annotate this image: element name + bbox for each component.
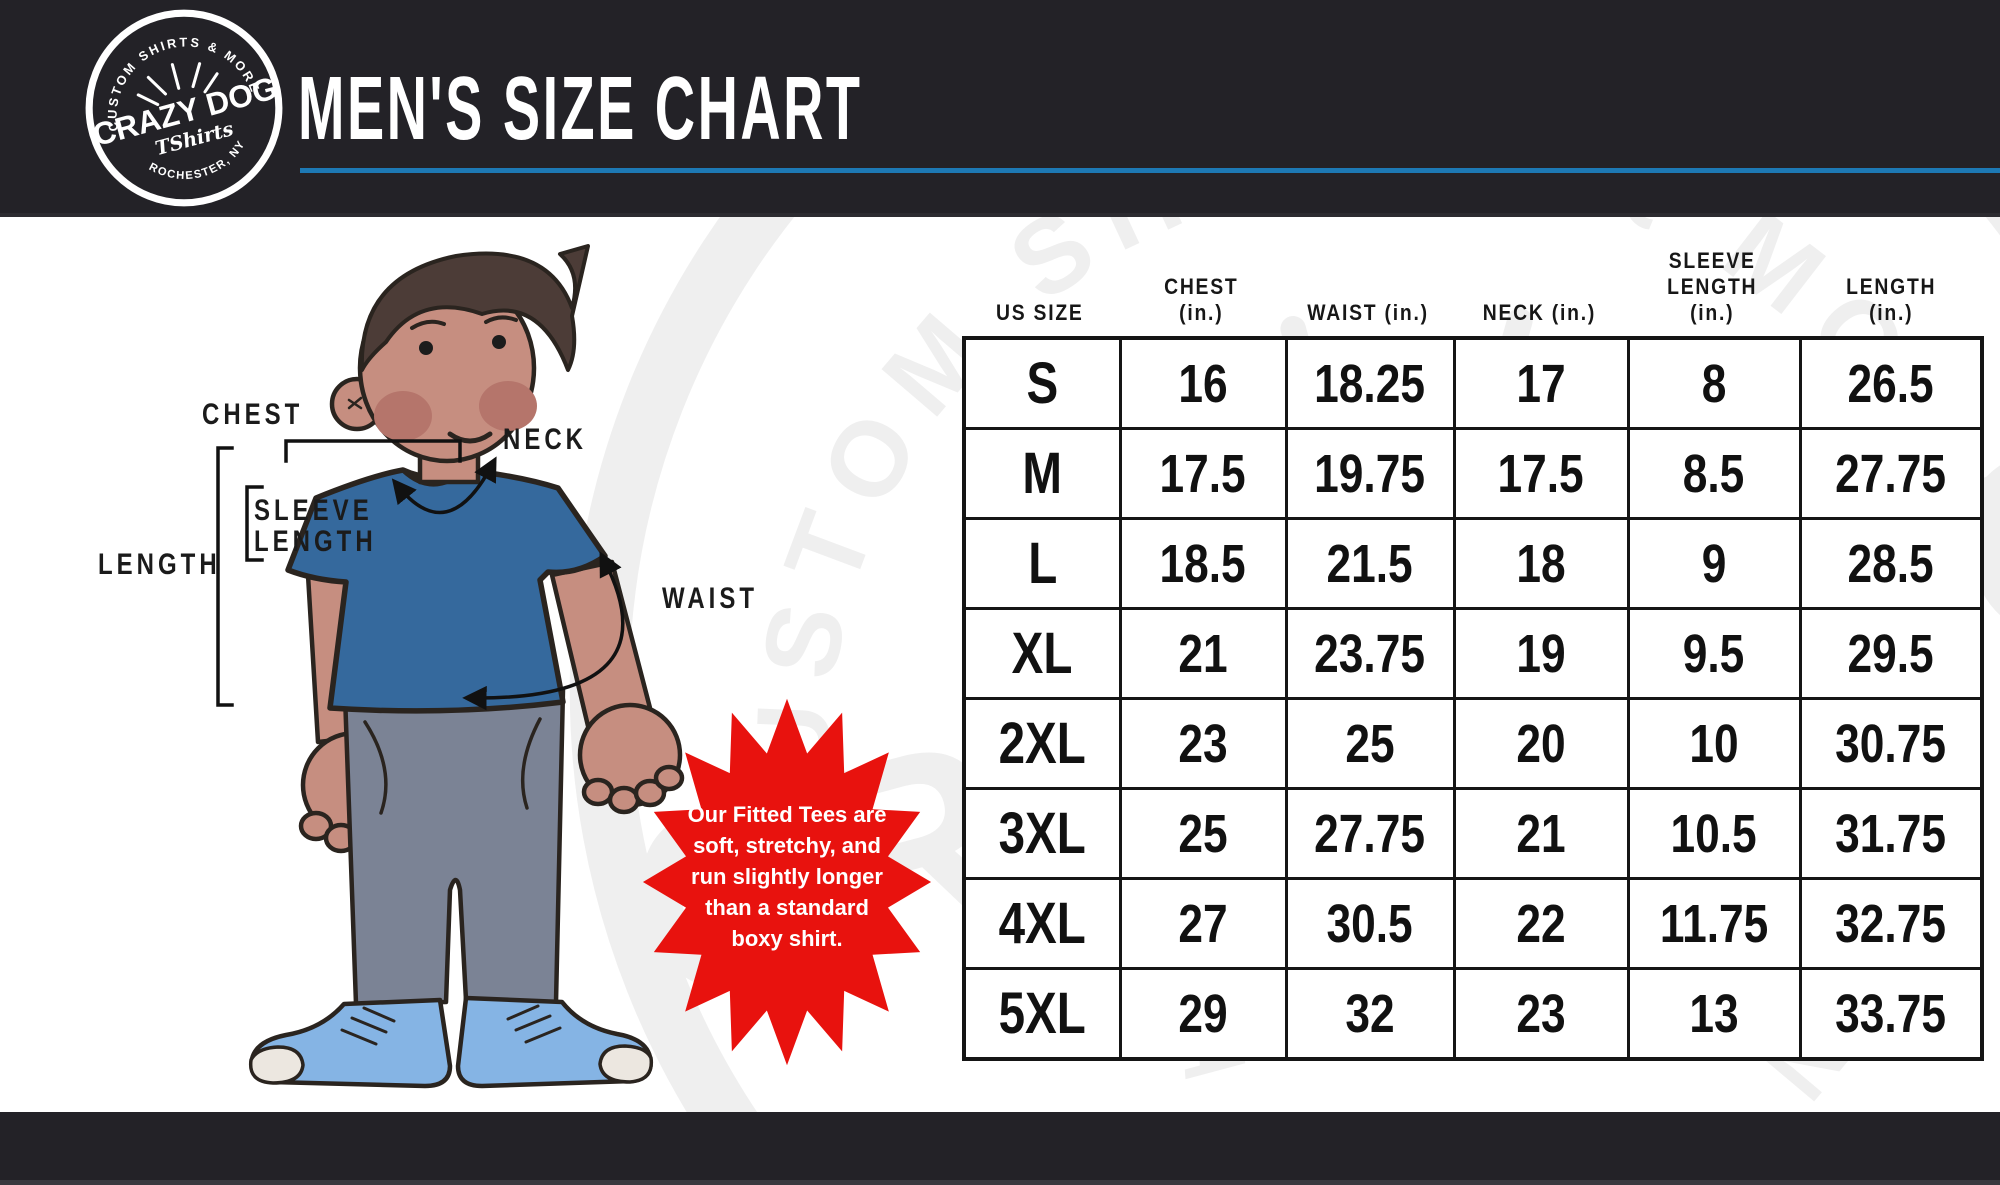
sleeve-length-value-cell: 8 (1626, 336, 1802, 430)
neck-value-cell: 22 (1452, 877, 1630, 970)
table-row: S 16 18.25 17 8 26.5 (962, 336, 1984, 430)
chest-label: CHEST (202, 398, 304, 431)
header-bottom-edge (0, 213, 2000, 217)
chest-bracket (284, 439, 462, 463)
neck-value-cell: 18 (1452, 517, 1630, 610)
waist-value-cell: 19.75 (1284, 427, 1456, 520)
size-cell: L (962, 517, 1122, 610)
size-cell: 5XL (962, 967, 1122, 1061)
chest-value-cell: 29 (1118, 967, 1288, 1061)
chest-value-cell: 23 (1118, 697, 1288, 790)
title-underline (300, 168, 2000, 173)
length-value-cell: 28.5 (1798, 517, 1984, 610)
col-header-neck: NECK (in.) (1482, 300, 1596, 325)
size-cell: M (962, 427, 1122, 520)
neck-value-cell: 23 (1452, 967, 1630, 1061)
col-header-length: LENGTH (in.) (1846, 274, 1937, 325)
col-header-us-size: US SIZE (996, 300, 1084, 325)
starburst-icon (642, 698, 932, 1066)
col-header-sleeve-length: SLEEVE LENGTH (in.) (1666, 248, 1758, 325)
sleeve-length-value-cell: 9.5 (1626, 607, 1802, 700)
waist-arrow (462, 551, 625, 711)
table-row: 2XL 23 25 20 10 30.75 (962, 697, 1984, 790)
table-row: 4XL 27 30.5 22 11.75 32.75 (962, 877, 1984, 970)
length-value-cell: 26.5 (1798, 336, 1984, 430)
length-value-cell: 31.75 (1798, 787, 1984, 880)
table-row: L 18.5 21.5 18 9 28.5 (962, 517, 1984, 610)
size-cell: XL (962, 607, 1122, 700)
size-cell: 4XL (962, 877, 1122, 970)
size-cell: 3XL (962, 787, 1122, 880)
waist-value-cell: 25 (1284, 697, 1456, 790)
sleeve-length-value-cell: 10.5 (1626, 787, 1802, 880)
length-value-cell: 29.5 (1798, 607, 1984, 700)
footer-bar (0, 1112, 2000, 1185)
sleeve-length-value-cell: 9 (1626, 517, 1802, 610)
size-table-body: S 16 18.25 17 8 26.5 M 17.5 19.75 17.5 8… (962, 336, 1984, 1061)
neck-value-cell: 21 (1452, 787, 1630, 880)
sleeve-length-value-cell: 8.5 (1626, 427, 1802, 520)
waist-value-cell: 32 (1284, 967, 1456, 1061)
page-title: MEN'S SIZE CHART (298, 59, 863, 159)
neck-value-cell: 20 (1452, 697, 1630, 790)
size-cell: S (962, 336, 1122, 430)
neck-arrow (391, 456, 497, 515)
length-value-cell: 33.75 (1798, 967, 1984, 1061)
col-header-chest: CHEST (in.) (1163, 274, 1239, 325)
sleeve-length-value-cell: 13 (1626, 967, 1802, 1061)
sleeve-length-bracket (245, 485, 264, 562)
figure-shoes (248, 995, 654, 1089)
waist-value-cell: 27.75 (1284, 787, 1456, 880)
chest-value-cell: 25 (1118, 787, 1288, 880)
length-value-cell: 32.75 (1798, 877, 1984, 970)
col-header-waist: WAIST (in.) (1307, 300, 1429, 325)
length-value-cell: 30.75 (1798, 697, 1984, 790)
length-label: LENGTH (98, 548, 221, 581)
size-figure (216, 244, 685, 1089)
waist-value-cell: 30.5 (1284, 877, 1456, 970)
fitted-tees-note: Our Fitted Tees are soft, stretchy, and … (687, 802, 887, 951)
length-value-cell: 27.75 (1798, 427, 1984, 520)
size-table: S 16 18.25 17 8 26.5 M 17.5 19.75 17.5 8… (962, 336, 1984, 1061)
figure-pants (342, 687, 566, 1007)
waist-label: WAIST (662, 582, 758, 615)
sleeve-length-value-cell: 10 (1626, 697, 1802, 790)
table-row: M 17.5 19.75 17.5 8.5 27.75 (962, 427, 1984, 520)
sleeve-length-label: SLEEVE LENGTH (254, 494, 377, 558)
neck-value-cell: 17.5 (1452, 427, 1630, 520)
waist-value-cell: 21.5 (1284, 517, 1456, 610)
table-header-row: US SIZE CHEST (in.) WAIST (in.) NECK (in… (962, 238, 1985, 332)
chest-value-cell: 18.5 (1118, 517, 1288, 610)
table-row: XL 21 23.75 19 9.5 29.5 (962, 607, 1984, 700)
neck-value-cell: 19 (1452, 607, 1630, 700)
neck-value-cell: 17 (1452, 336, 1630, 430)
footer-bottom-edge (0, 1180, 2000, 1185)
chest-value-cell: 17.5 (1118, 427, 1288, 520)
neck-label: NECK (503, 423, 588, 456)
figure-head (329, 244, 590, 485)
waist-value-cell: 23.75 (1284, 607, 1456, 700)
sleeve-length-value-cell: 11.75 (1626, 877, 1802, 970)
chest-value-cell: 21 (1118, 607, 1288, 700)
table-row: 3XL 25 27.75 21 10.5 31.75 (962, 787, 1984, 880)
waist-value-cell: 18.25 (1284, 336, 1456, 430)
size-cell: 2XL (962, 697, 1122, 790)
chest-value-cell: 27 (1118, 877, 1288, 970)
chest-value-cell: 16 (1118, 336, 1288, 430)
table-row: 5XL 29 32 23 13 33.75 (962, 967, 1984, 1061)
header-bar (0, 0, 2000, 217)
crazy-dog-logo (82, 6, 286, 210)
length-bracket (216, 446, 234, 707)
